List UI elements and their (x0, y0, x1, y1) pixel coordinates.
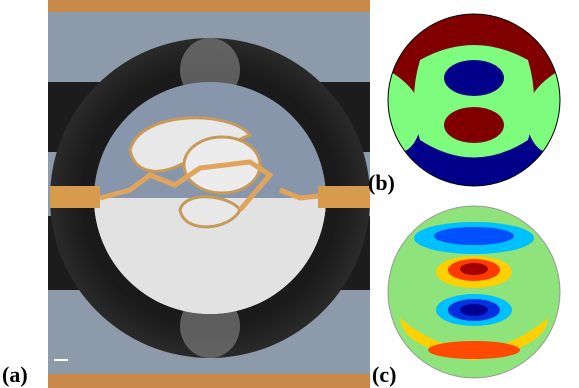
panel-label: (a) (2, 362, 28, 387)
panel-label: (c) (372, 362, 396, 387)
figure: (a) (b) (c) (0, 0, 579, 388)
micrograph (48, 0, 370, 388)
mode-plot-b (388, 14, 560, 186)
panel-label: (b) (368, 170, 395, 195)
mode-plot-c (388, 206, 560, 378)
